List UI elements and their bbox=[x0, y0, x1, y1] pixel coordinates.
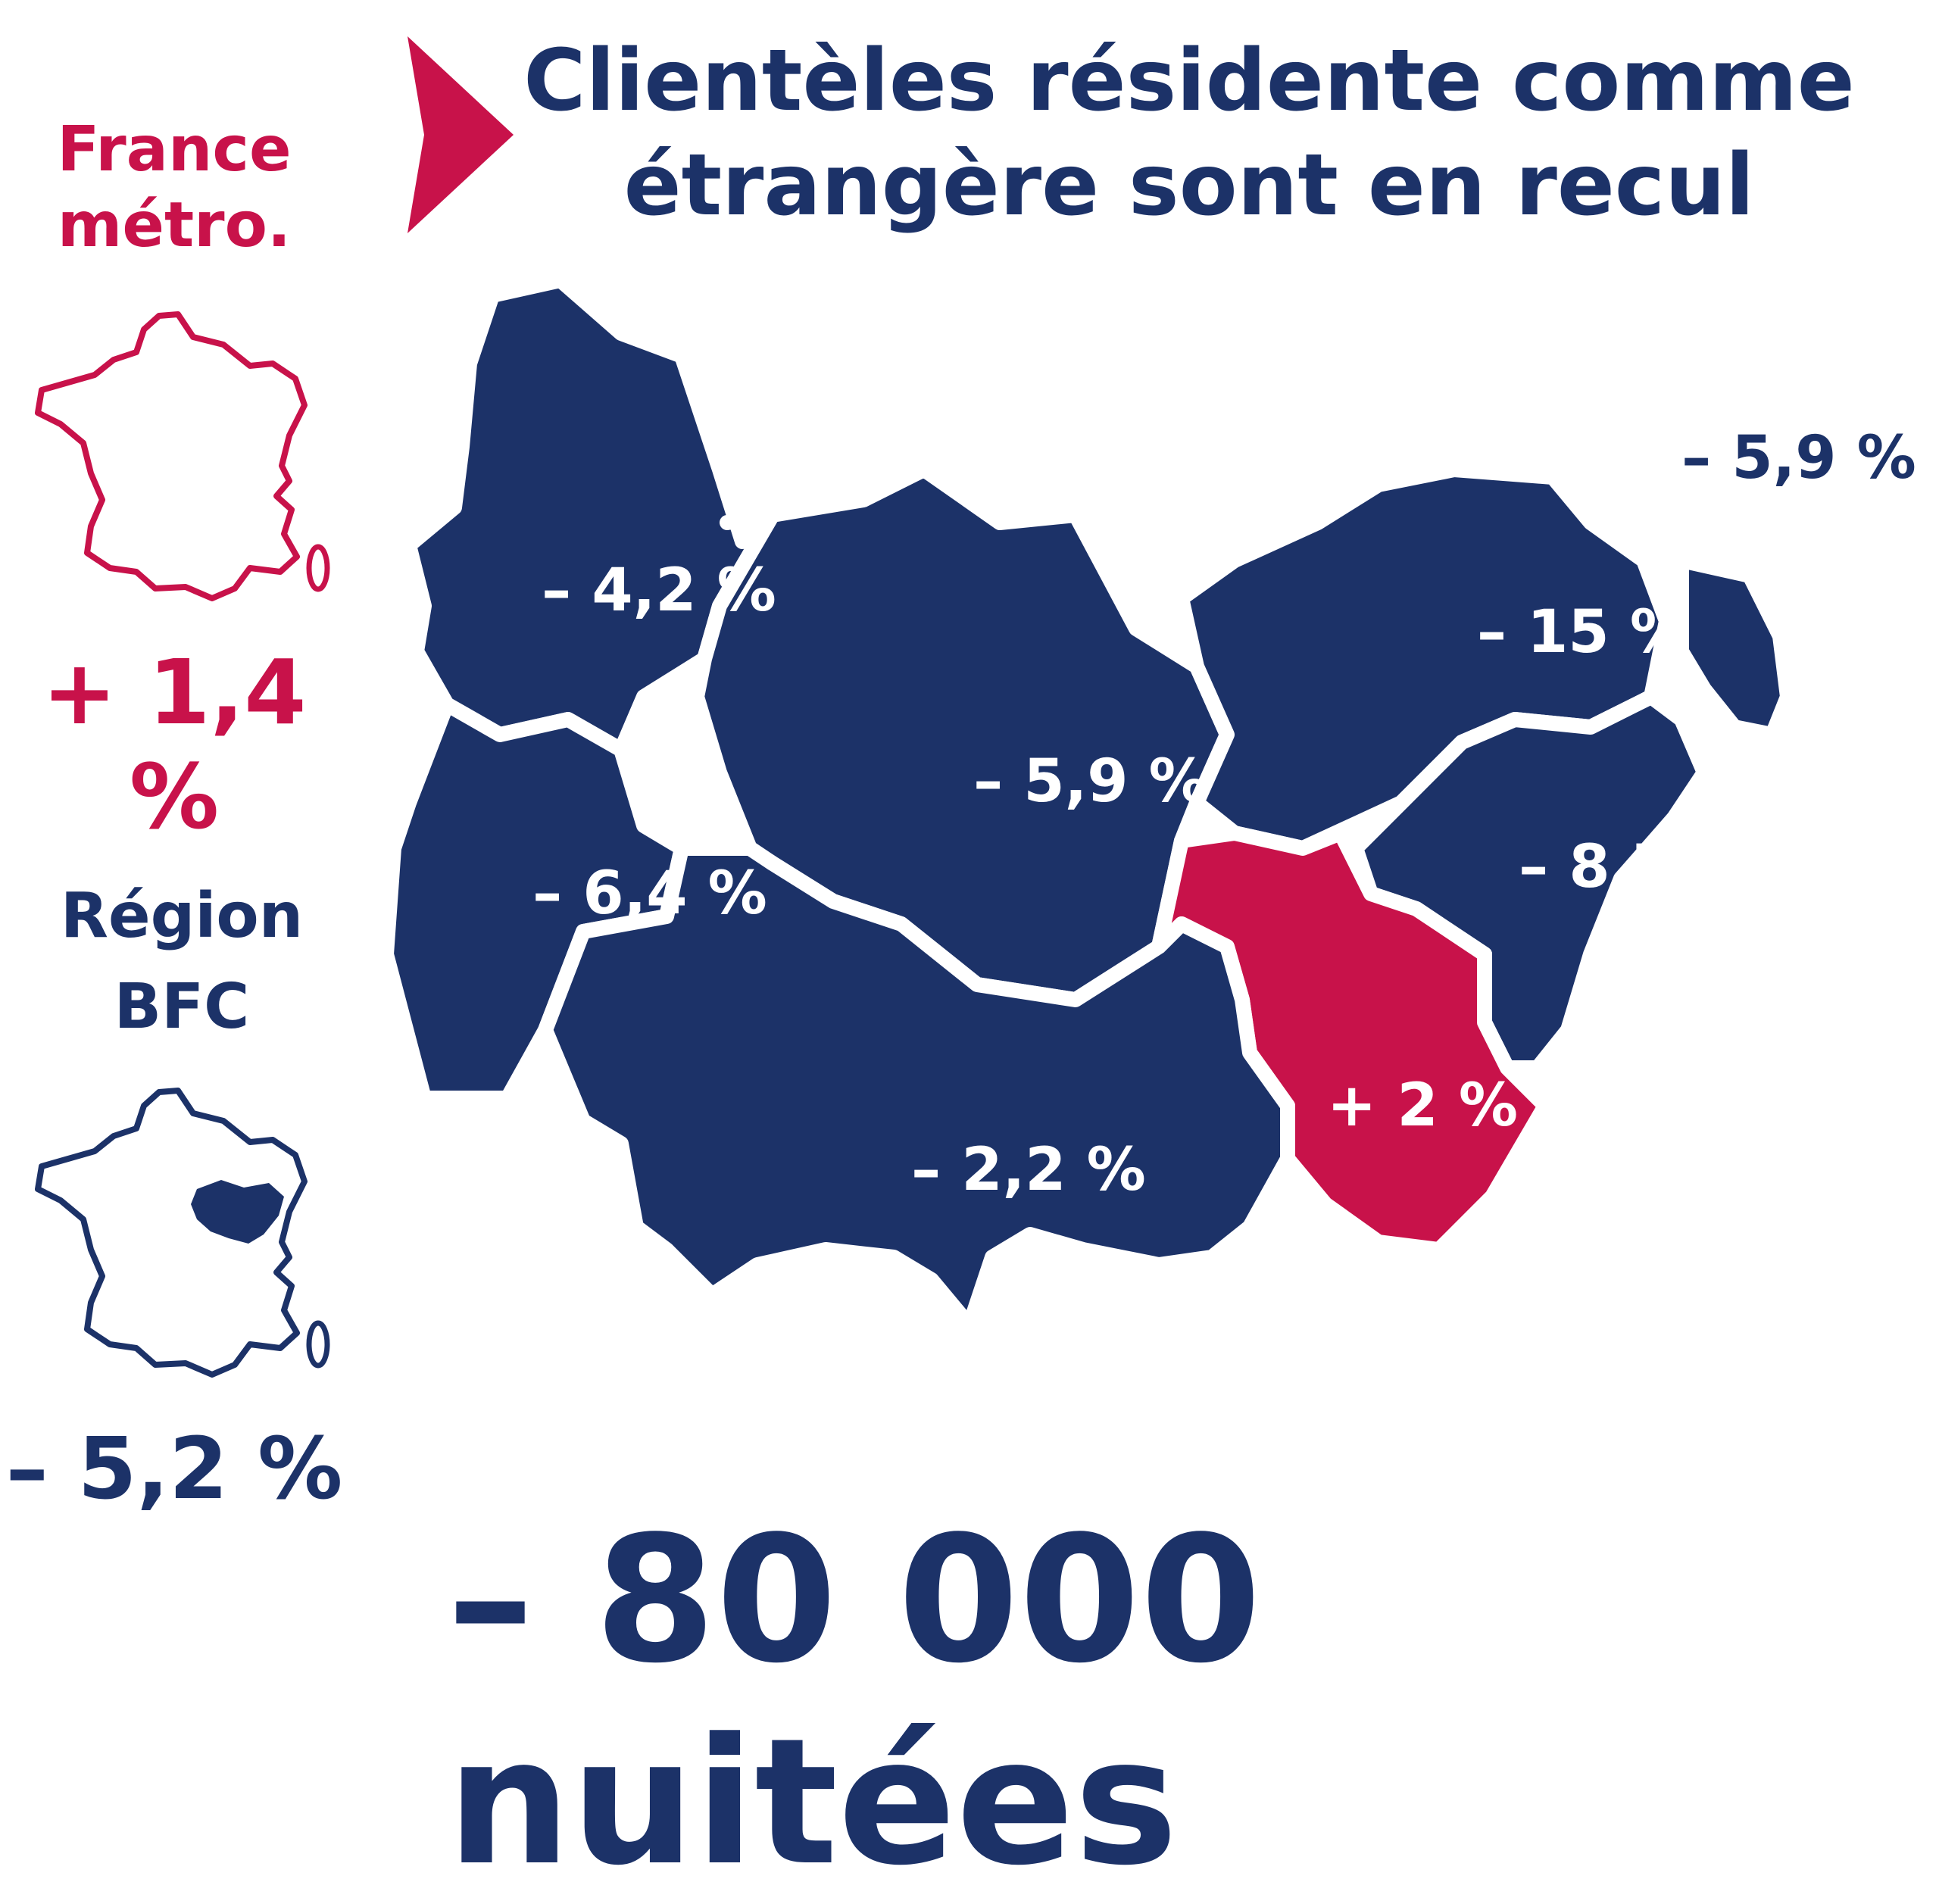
dept-yonne-value: – 4,2 % bbox=[542, 557, 776, 625]
total-nights-value: – 80 000 nuitées bbox=[447, 1500, 1262, 1904]
dept-doubs-value: – 8,7 % bbox=[1519, 833, 1753, 901]
dept-territoire-de-belfort-value: – 5,9 % bbox=[1681, 424, 1916, 492]
dept-jura bbox=[1151, 826, 1553, 1257]
dept-territoire-de-belfort bbox=[1674, 553, 1795, 742]
dept-jura-value: + 2 % bbox=[1326, 1072, 1519, 1140]
france-metro-label: France métro. bbox=[57, 114, 292, 261]
dept-saone-et-loire-value: – 2,2 % bbox=[911, 1136, 1146, 1204]
france-metro-value: + 1,4 % bbox=[42, 640, 307, 849]
france-bfc-outline-icon bbox=[35, 1088, 330, 1378]
page-title: Clientèles résidente comme étrangère sont… bbox=[523, 32, 1855, 235]
region-bfc-label: Région BFC bbox=[60, 880, 304, 1043]
france-outline-icon bbox=[35, 311, 330, 601]
dept-nievre-value: – 6,4 % bbox=[532, 860, 767, 928]
dept-cote-dor-value: – 5,9 % bbox=[973, 748, 1208, 816]
department-map bbox=[394, 273, 1795, 1333]
title-arrow-icon bbox=[407, 36, 514, 233]
dept-saone-et-loire bbox=[538, 841, 1295, 1333]
dept-haute-saone-value: – 15 % bbox=[1476, 598, 1690, 666]
region-bfc-value: – 5,2 % bbox=[5, 1420, 343, 1519]
